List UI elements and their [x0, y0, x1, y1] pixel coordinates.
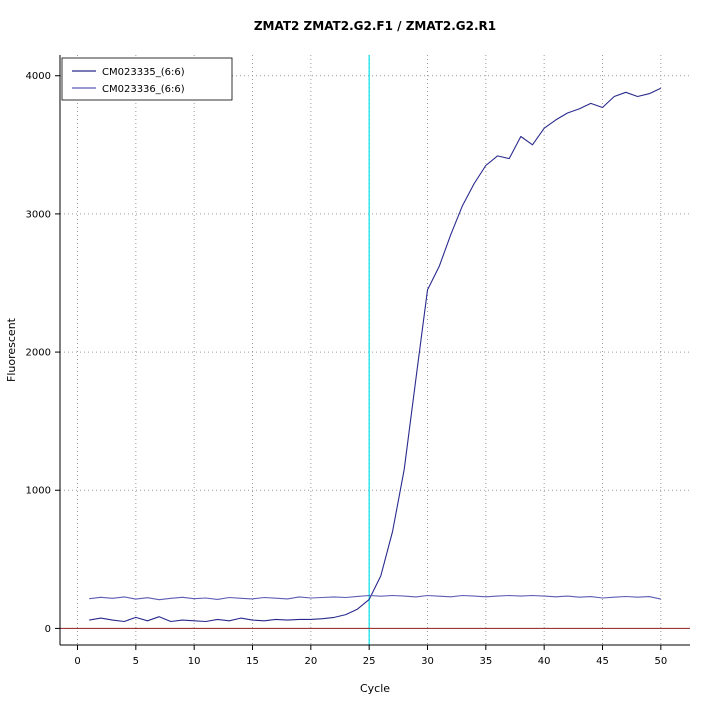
series-line-1 [89, 87, 662, 623]
y-tick-label: 0 [45, 624, 51, 635]
legend-label-1: CM023335_(6:6) [102, 67, 185, 78]
legend-label-2: CM023336_(6:6) [102, 84, 185, 95]
y-tick-label: 4000 [26, 71, 51, 82]
y-tick-label: 3000 [26, 209, 51, 220]
x-tick-label: 0 [74, 656, 80, 667]
x-tick-label: 20 [304, 656, 317, 667]
x-tick-label: 5 [133, 656, 139, 667]
y-axis-label: Fluorescent [5, 317, 18, 382]
legend-box [61, 57, 233, 101]
legend: CM023335_(6:6) CM023336_(6:6) [61, 57, 233, 101]
chart-title: ZMAT2 ZMAT2.G2.F1 / ZMAT2.G2.R1 [254, 19, 496, 33]
x-tick-label: 15 [246, 656, 259, 667]
chart-layers: 0 5 10 15 20 25 30 35 40 45 50 0 1000 2000 3000 4000 [26, 55, 690, 667]
x-tick-label: 40 [538, 656, 551, 667]
y-tick-label: 2000 [26, 348, 51, 359]
x-tick-label: 35 [479, 656, 492, 667]
x-tick-label: 50 [654, 656, 667, 667]
x-tick-label: 10 [188, 656, 201, 667]
y-tick-label: 1000 [26, 486, 51, 497]
x-tick-label: 25 [363, 656, 376, 667]
x-axis-label: Cycle [360, 682, 390, 695]
x-tick-label: 30 [421, 656, 434, 667]
x-tick-label: 45 [596, 656, 609, 667]
series-line-2 [89, 594, 661, 601]
